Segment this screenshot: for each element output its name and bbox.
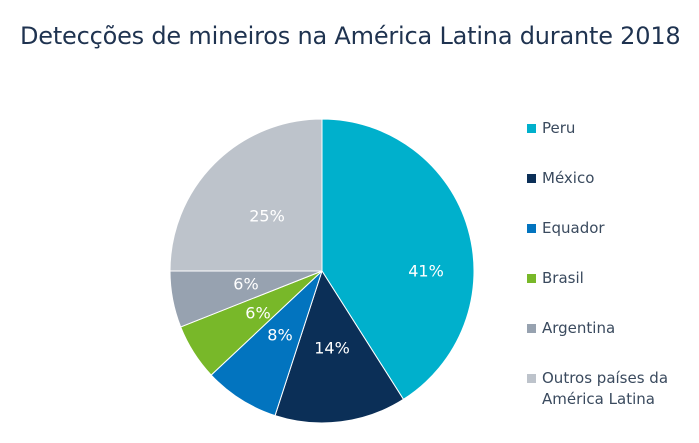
slice-label-brasil: 6% <box>245 304 270 323</box>
slice-label-argentina: 6% <box>233 275 258 294</box>
legend-label-brasil: Brasil <box>542 269 584 287</box>
chart-legend: Peru México Equador Brasil Argentina Out… <box>527 118 697 418</box>
legend-label-argentina: Argentina <box>542 319 616 337</box>
pie-slice-mexico <box>274 269 405 424</box>
slice-label-peru: 41% <box>408 262 444 281</box>
pie-slice-peru <box>321 118 475 401</box>
pie-slice-outros-paises-da-america-latina <box>169 118 323 272</box>
legend-swatch-mexico <box>527 174 536 183</box>
legend-item-outros: Outros países da América Latina <box>527 368 697 418</box>
legend-swatch-equador <box>527 224 536 233</box>
slice-label-outros-paises-da-america-latina: 25% <box>249 207 285 226</box>
legend-swatch-argentina <box>527 324 536 333</box>
legend-label-peru: Peru <box>542 119 576 137</box>
chart-title: Detecções de mineiros na América Latina … <box>20 22 681 50</box>
legend-item-mexico: México <box>527 168 697 218</box>
slice-label-mexico: 14% <box>314 339 350 358</box>
legend-item-equador: Equador <box>527 218 697 268</box>
legend-label-outros: Outros países da América Latina <box>542 369 669 408</box>
legend-label-equador: Equador <box>542 219 605 237</box>
legend-item-brasil: Brasil <box>527 268 697 318</box>
slice-label-equador: 8% <box>267 326 292 345</box>
legend-swatch-outros <box>527 374 536 383</box>
legend-item-argentina: Argentina <box>527 318 697 368</box>
legend-swatch-brasil <box>527 274 536 283</box>
legend-swatch-peru <box>527 124 536 133</box>
legend-label-mexico: México <box>542 169 595 187</box>
legend-item-peru: Peru <box>527 118 697 168</box>
